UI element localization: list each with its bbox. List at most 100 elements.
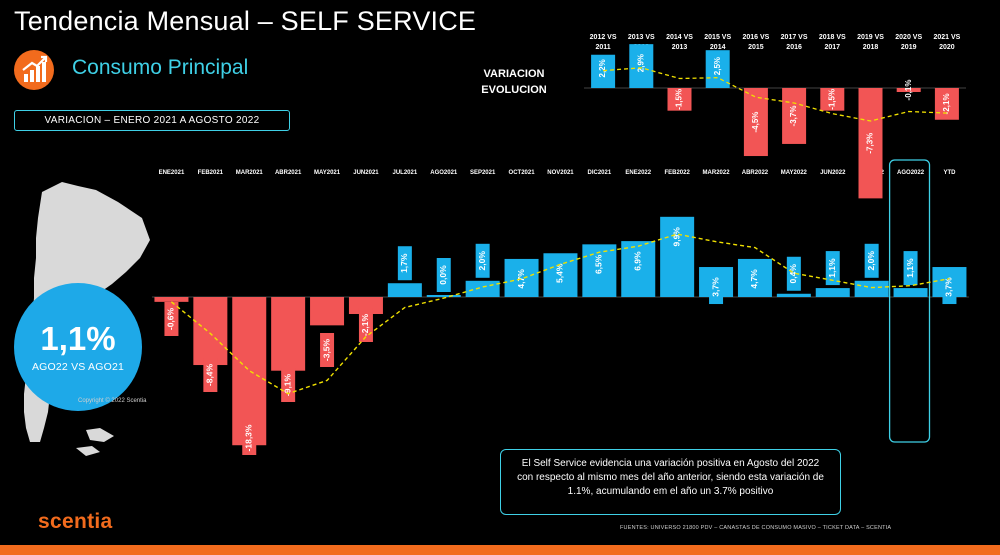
data-label-box [514, 261, 529, 296]
mini-tick-label: 2015 VS [704, 34, 731, 41]
bar [426, 295, 461, 297]
highlight-value: 1,1% [40, 319, 116, 357]
tick-label: AGO2021 [430, 170, 458, 176]
page-title: Tendencia Mensual – SELF SERVICE [14, 6, 477, 36]
data-label-box [242, 421, 257, 455]
mini-tick-label: 2016 VS [742, 34, 769, 41]
data-label: -3,5% [321, 338, 331, 361]
bar [348, 297, 383, 315]
mini-tick-label: 2020 VS [895, 34, 922, 41]
bar [154, 297, 189, 302]
mini-data-label: 2,5% [713, 57, 722, 75]
mini-tick-label: 2014 [710, 44, 726, 51]
mini-tick-label: 2021 VS [933, 34, 960, 41]
data-label-box [825, 251, 840, 286]
mini-data-label: -7,3% [866, 133, 875, 154]
data-label: 1,7% [399, 253, 409, 273]
tick-label: DIC2021 [588, 170, 612, 176]
mini-data-label: -3,7% [789, 106, 798, 127]
mini-tick-label: 2011 [596, 44, 611, 51]
mini-bar [782, 88, 807, 144]
data-label: 1,1% [827, 258, 837, 278]
data-label-box [592, 247, 607, 282]
mini-bar [820, 88, 845, 111]
mini-tick-label: 2014 VS [666, 34, 693, 41]
mini-tick-label: 2013 [672, 44, 688, 51]
data-label-box [320, 333, 335, 367]
data-label: 6,9% [633, 251, 643, 271]
data-label-box [281, 368, 296, 402]
mini-tick-label: 2017 VS [781, 34, 808, 41]
summary-note: El Self Service evidencia una variación … [500, 449, 841, 515]
chart-growth-icon [14, 50, 54, 90]
data-label-box [631, 244, 646, 279]
data-label-box [475, 243, 490, 278]
mini-bar [896, 88, 921, 92]
bar [232, 297, 267, 446]
data-label: 4,7% [749, 269, 759, 289]
bottom-accent-bar [0, 545, 1000, 555]
data-label-box [786, 256, 801, 291]
data-label-box [436, 258, 451, 292]
period-label: VARIACION – ENERO 2021 A AGOSTO 2022 [14, 110, 290, 131]
data-label-box [709, 270, 724, 305]
tick-label: FEB2022 [664, 170, 690, 176]
mini-data-label: -0,1% [904, 80, 913, 101]
data-label: 3,7% [944, 277, 954, 297]
data-label-box [670, 219, 685, 254]
mini-bar [629, 44, 654, 88]
mini-tick-label: 2019 VS [857, 34, 884, 41]
mini-tick-label: 2016 [786, 44, 802, 51]
mini-bar [858, 88, 883, 199]
data-label: 1,1% [905, 258, 915, 278]
bar [310, 297, 345, 326]
trend-line [170, 233, 950, 395]
tick-label: AGO2022 [897, 170, 925, 176]
tick-label: JUL2021 [393, 170, 418, 176]
tick-label: MAR2022 [703, 170, 731, 176]
tick-label: JUN2021 [353, 170, 379, 176]
bar [776, 293, 811, 297]
tick-label: YTD [943, 170, 956, 176]
data-label-box [553, 256, 568, 291]
bar [815, 288, 850, 297]
highlight-label: AGO22 VS AGO21 [31, 360, 125, 373]
data-label-box [864, 243, 879, 278]
data-label: -2,1% [360, 313, 370, 336]
mini-bar [934, 88, 959, 120]
bar [193, 297, 228, 366]
mini-bar [667, 88, 692, 111]
tick-label: ENE2021 [159, 170, 185, 176]
bar [271, 297, 306, 371]
mini-bar [705, 50, 730, 88]
mini-bar [743, 88, 768, 157]
mini-data-label: 2,9% [636, 54, 645, 72]
tick-label: NOV2021 [547, 170, 574, 176]
data-label: 5,4% [555, 263, 565, 283]
tick-label: FEB2021 [198, 170, 224, 176]
data-label-box [747, 261, 762, 296]
mini-data-label: -1,5% [675, 89, 684, 110]
brand-logo: scentia [38, 510, 113, 533]
data-label-box [903, 251, 918, 286]
tick-label: OCT2021 [509, 170, 536, 176]
mini-data-label: 2,2% [598, 59, 607, 77]
data-label: 3,7% [710, 277, 720, 297]
mini-tick-label: 2018 VS [819, 34, 846, 41]
tick-label: MAY2022 [781, 170, 808, 176]
mini-trend-line [603, 67, 947, 122]
mini-tick-label: 2012 VS [590, 34, 617, 41]
tick-label: MAY2021 [314, 170, 341, 176]
tick-label: SEP2021 [470, 170, 496, 176]
data-label: -18,3% [244, 424, 254, 451]
data-label: -8,4% [205, 363, 215, 386]
data-label: 0,4% [788, 264, 798, 284]
mini-chart-label: VARIACION EVOLUCION [470, 66, 558, 98]
bar [854, 280, 889, 297]
source-footnote: FUENTES: UNIVERSO 21800 PDV – CANASTAS D… [620, 525, 892, 531]
bar [387, 283, 422, 297]
mini-tick-label: 2020 [939, 44, 955, 51]
bar [893, 288, 928, 297]
mini-bar [591, 54, 616, 88]
data-label: 6,5% [594, 254, 604, 274]
